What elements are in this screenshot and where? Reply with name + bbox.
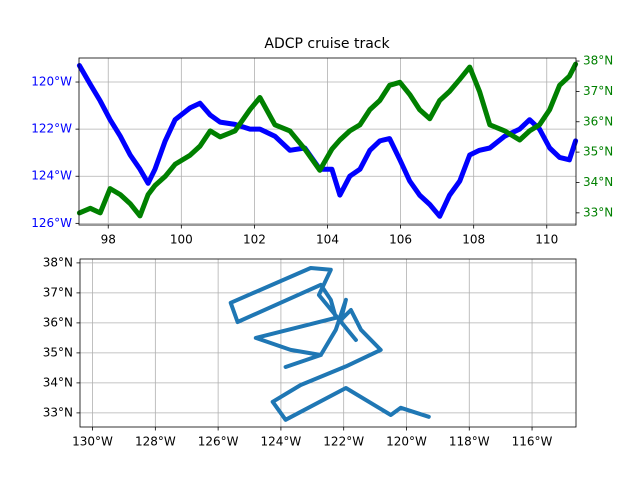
- x-tick-label: 128°W: [135, 435, 176, 449]
- x-tick-label: 104: [316, 233, 339, 247]
- axes-frame: [78, 57, 577, 226]
- y-tick-label: 36°N: [43, 315, 73, 329]
- x-tick-label: 106: [389, 233, 412, 247]
- x-tick-label: 100: [170, 233, 193, 247]
- data-line: [228, 266, 431, 422]
- y-tick-label: 38°N: [43, 255, 73, 269]
- y-tick-label: 33°N: [43, 405, 73, 419]
- y-tick-label: 126°W: [31, 216, 72, 230]
- x-tick-label: 124°W: [261, 435, 302, 449]
- x-tick-label: 126°W: [198, 435, 239, 449]
- y-tick-label: 124°W: [31, 169, 72, 183]
- y-tick-label: 34°N: [43, 375, 73, 389]
- y2-tick-label: 35°N: [583, 145, 613, 159]
- y-tick-label: 37°N: [43, 285, 73, 299]
- y2-tick-label: 36°N: [583, 114, 613, 128]
- chart-title: ADCP cruise track: [264, 36, 390, 52]
- x-tick-label: 130°W: [72, 435, 113, 449]
- data-line: [76, 61, 579, 219]
- x-tick-label: 118°W: [449, 435, 490, 449]
- x-tick-label: 110: [535, 233, 558, 247]
- y2-tick-label: 34°N: [583, 175, 613, 189]
- y-tick-label: 35°N: [43, 345, 73, 359]
- y-tick-label: 120°W: [31, 75, 72, 89]
- y2-tick-label: 38°N: [583, 54, 613, 68]
- y2-tick-label: 37°N: [583, 84, 613, 98]
- data-line: [76, 63, 579, 219]
- y-tick-label: 122°W: [31, 122, 72, 136]
- x-tick-label: 98: [101, 233, 116, 247]
- x-tick-label: 122°W: [323, 435, 364, 449]
- axes-frame: [79, 258, 577, 428]
- x-tick-label: 102: [243, 233, 266, 247]
- y2-tick-label: 33°N: [583, 205, 613, 219]
- x-tick-label: 116°W: [512, 435, 553, 449]
- x-tick-label: 120°W: [386, 435, 427, 449]
- x-tick-label: 108: [462, 233, 485, 247]
